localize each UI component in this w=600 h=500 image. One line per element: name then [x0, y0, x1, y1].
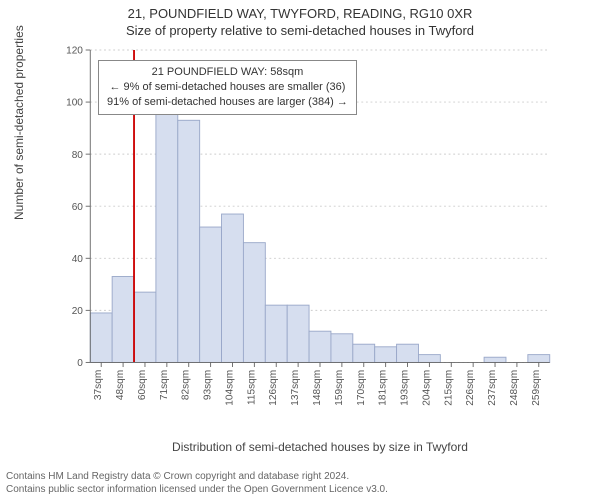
footer: Contains HM Land Registry data © Crown c…: [6, 470, 388, 496]
footer-line1: Contains HM Land Registry data © Crown c…: [6, 470, 388, 483]
x-ticks: 37sqm 48sqm 60sqm 71sqm 82sqm 93sqm 104sqm 115s…: [93, 362, 542, 405]
bar: [484, 357, 506, 362]
bar: [134, 292, 156, 362]
bar: [375, 347, 397, 363]
svg-text:40: 40: [72, 254, 84, 265]
bars-group: [90, 112, 549, 362]
svg-text:148sqm: 148sqm: [312, 370, 323, 406]
annotation-line1: 21 POUNDFIELD WAY: 58sqm: [107, 65, 348, 80]
svg-text:215sqm: 215sqm: [443, 370, 454, 406]
svg-text:126sqm: 126sqm: [268, 370, 279, 406]
chart-title-block: 21, POUNDFIELD WAY, TWYFORD, READING, RG…: [0, 0, 600, 38]
bar: [353, 344, 375, 362]
svg-text:248sqm: 248sqm: [509, 370, 520, 406]
annotation-line3: 91% of semi-detached houses are larger (…: [107, 95, 348, 110]
bar: [243, 243, 265, 363]
svg-text:204sqm: 204sqm: [421, 370, 432, 406]
svg-text:0: 0: [77, 358, 83, 369]
bar: [309, 331, 331, 362]
bar: [418, 355, 440, 363]
y-ticks: 0 20 40 60 80 100 120: [66, 46, 90, 369]
bar: [331, 334, 353, 363]
bar: [156, 112, 178, 362]
svg-text:159sqm: 159sqm: [334, 370, 345, 406]
footer-line2: Contains public sector information licen…: [6, 483, 388, 496]
bar: [397, 344, 419, 362]
bar: [287, 305, 309, 362]
bar: [222, 214, 244, 362]
svg-text:48sqm: 48sqm: [115, 370, 126, 400]
svg-text:226sqm: 226sqm: [465, 370, 476, 406]
svg-text:120: 120: [66, 46, 83, 57]
bar: [178, 120, 200, 362]
bar: [90, 313, 112, 362]
svg-text:181sqm: 181sqm: [378, 370, 389, 406]
annotation-box: 21 POUNDFIELD WAY: 58sqm ← 9% of semi-de…: [98, 60, 357, 115]
title-line2: Size of property relative to semi-detach…: [0, 23, 600, 38]
svg-text:170sqm: 170sqm: [356, 370, 367, 406]
svg-text:115sqm: 115sqm: [246, 370, 257, 405]
svg-text:137sqm: 137sqm: [290, 370, 301, 406]
svg-text:237sqm: 237sqm: [487, 370, 498, 406]
svg-text:259sqm: 259sqm: [531, 370, 542, 406]
svg-text:104sqm: 104sqm: [224, 370, 235, 406]
svg-text:60sqm: 60sqm: [137, 370, 148, 400]
annotation-line2: ← 9% of semi-detached houses are smaller…: [107, 80, 348, 95]
svg-text:20: 20: [72, 306, 84, 317]
bar: [200, 227, 222, 362]
bar: [528, 355, 550, 363]
title-line1: 21, POUNDFIELD WAY, TWYFORD, READING, RG…: [0, 6, 600, 21]
svg-text:93sqm: 93sqm: [203, 370, 214, 400]
bar: [265, 305, 287, 362]
svg-text:80: 80: [72, 150, 84, 161]
svg-text:100: 100: [66, 98, 83, 109]
chart-area: Number of semi-detached properties 02040…: [70, 50, 570, 420]
svg-text:71sqm: 71sqm: [159, 370, 170, 400]
svg-text:60: 60: [72, 202, 84, 213]
svg-text:193sqm: 193sqm: [400, 370, 411, 406]
svg-text:37sqm: 37sqm: [93, 370, 104, 400]
y-axis-label: Number of semi-detached properties: [12, 25, 26, 220]
x-axis-label: Distribution of semi-detached houses by …: [70, 440, 570, 454]
bar: [112, 277, 134, 363]
svg-text:82sqm: 82sqm: [181, 370, 192, 400]
